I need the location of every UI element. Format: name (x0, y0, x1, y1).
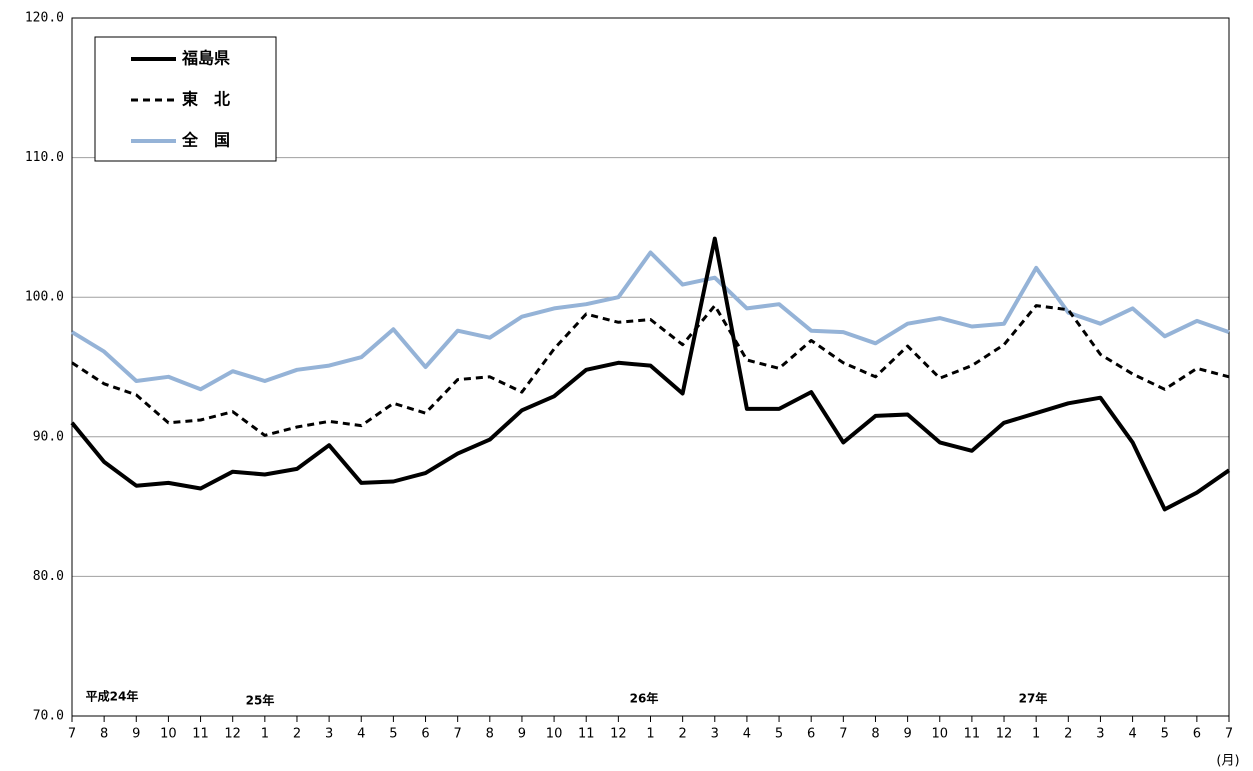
x-tick-label: 4 (1128, 727, 1136, 742)
series-line (70, 250, 1230, 392)
x-tick-label: 6 (421, 727, 429, 742)
x-tick-label: 8 (871, 727, 879, 742)
x-tick-label: 6 (1193, 727, 1201, 742)
x-tick-label: 7 (454, 727, 462, 742)
y-tick-label: 90.0 (33, 429, 64, 444)
x-tick-label: 3 (1096, 727, 1104, 742)
year-label: 27年 (1019, 691, 1048, 706)
x-tick-label: 7 (68, 727, 76, 742)
x-tick-label: 3 (711, 727, 719, 742)
x-tick-label: 9 (518, 727, 526, 742)
y-tick-label: 110.0 (25, 150, 64, 165)
x-tick-label: 1 (646, 727, 654, 742)
year-label: 平成24年 (86, 689, 139, 704)
legend-label: 福島県 (181, 49, 230, 68)
x-tick-label: 1 (261, 727, 269, 742)
x-tick-label: 12 (224, 727, 241, 742)
x-tick-label: 2 (1064, 727, 1072, 742)
x-tick-label: 5 (775, 727, 783, 742)
x-tick-label: 4 (743, 727, 751, 742)
x-tick-label: 8 (100, 727, 108, 742)
y-tick-label: 70.0 (33, 709, 64, 724)
y-tick-label: 120.0 (25, 11, 64, 26)
legend-label: 東 北 (182, 90, 230, 109)
x-tick-label: 9 (132, 727, 140, 742)
legend-label: 全 国 (181, 131, 230, 150)
x-tick-label: 7 (1225, 727, 1233, 742)
x-tick-label: 5 (389, 727, 397, 742)
x-tick-label: 11 (964, 727, 981, 742)
series-line (70, 236, 1231, 512)
year-label: 26年 (630, 691, 659, 706)
x-tick-label: 6 (807, 727, 815, 742)
x-tick-label: 11 (578, 727, 595, 742)
x-tick-label: 10 (931, 727, 948, 742)
x-tick-label: 10 (160, 727, 177, 742)
x-tick-label: 12 (996, 727, 1013, 742)
year-label: 25年 (246, 693, 275, 708)
x-tick-label: 11 (192, 727, 209, 742)
legend-box (94, 36, 277, 162)
x-tick-label: 4 (357, 727, 365, 742)
x-tick-label: 2 (293, 727, 301, 742)
x-tick-label: 12 (610, 727, 627, 742)
x-tick-label: 3 (325, 727, 333, 742)
x-tick-label: 5 (1161, 727, 1169, 742)
x-tick-label: 8 (486, 727, 494, 742)
y-tick-label: 80.0 (33, 569, 64, 584)
series-line (71, 304, 1230, 437)
x-tick-label: 7 (839, 727, 847, 742)
y-tick-label: 100.0 (25, 290, 64, 305)
x-tick-label: 9 (903, 727, 911, 742)
x-tick-label: 10 (546, 727, 563, 742)
x-unit: (月) (1216, 754, 1239, 769)
x-tick-label: 2 (678, 727, 686, 742)
x-tick-label: 1 (1032, 727, 1040, 742)
